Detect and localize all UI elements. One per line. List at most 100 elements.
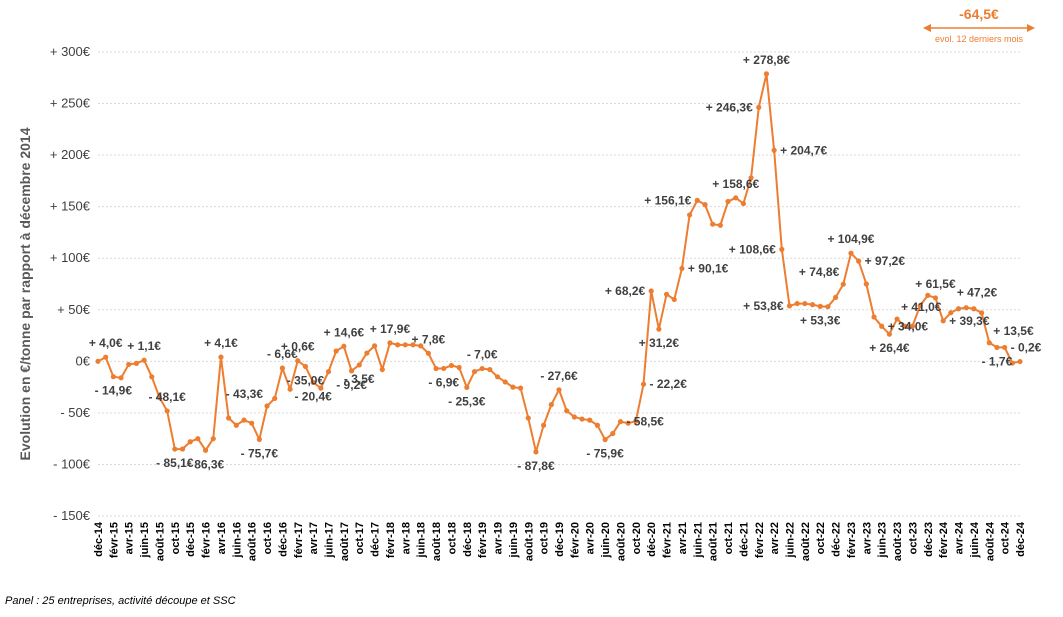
data-point	[210, 436, 216, 442]
x-tick-label: avr-16	[216, 522, 228, 554]
data-label: - 87,8€	[517, 459, 555, 473]
x-tick-label: août-24	[984, 521, 996, 561]
data-label: - 6,9€	[428, 375, 459, 389]
data-label: + 204,7€	[780, 143, 827, 157]
data-point	[840, 281, 846, 287]
data-point	[556, 387, 562, 393]
y-tick-label: + 300€	[50, 44, 91, 59]
data-label: - 1,7€	[982, 354, 1013, 368]
x-tick-label: août-21	[708, 522, 720, 561]
data-point	[179, 446, 186, 452]
y-tick-label: - 100€	[53, 456, 91, 471]
x-tick-label: avr-17	[308, 522, 320, 554]
data-label: + 1,1€	[127, 339, 161, 353]
x-tick-label: déc-16	[277, 522, 289, 557]
x-tick-label: déc-21	[738, 522, 750, 557]
data-label: + 41,0€	[901, 300, 942, 314]
data-point	[948, 310, 954, 316]
y-tick-label: - 50€	[60, 405, 90, 420]
data-point	[994, 344, 1000, 351]
data-point	[379, 366, 385, 373]
x-tick-label: déc-20	[646, 522, 658, 557]
data-point	[986, 340, 992, 346]
data-label: + 246,3€	[706, 100, 753, 114]
y-tick-label: - 150€	[53, 508, 91, 523]
x-tick-label: déc-19	[554, 522, 566, 557]
data-point	[141, 357, 147, 363]
data-point	[187, 439, 193, 445]
data-label: - 3,5€	[344, 372, 375, 386]
data-point	[671, 296, 677, 303]
data-point	[195, 436, 201, 442]
y-tick-label: + 250€	[50, 96, 91, 111]
x-tick-label: juin-24	[969, 521, 981, 558]
data-point	[825, 304, 831, 310]
data-label: + 158,6€	[712, 177, 759, 191]
data-label: - 85,1€	[156, 456, 194, 470]
data-point	[725, 198, 731, 205]
x-tick-label: avr-20	[585, 522, 597, 554]
line-chart: - 150€ - 100€ - 50€ 0€ + 50€ + 100€ + 150€ + 20…	[17, 6, 1042, 561]
data-point	[833, 294, 839, 301]
data-point	[1009, 360, 1015, 366]
data-point	[848, 250, 854, 256]
x-tick-label: avr-22	[769, 522, 781, 554]
data-label: + 61,5€	[915, 277, 956, 291]
data-point	[103, 354, 109, 360]
x-tick-label: avr-24	[954, 521, 966, 554]
data-point	[241, 417, 247, 423]
data-point	[886, 331, 892, 337]
data-point	[510, 384, 516, 390]
data-point	[548, 402, 554, 408]
data-point	[733, 195, 739, 201]
y-tick-label: + 100€	[50, 250, 91, 265]
data-point	[817, 303, 823, 309]
x-tick-label: juin-19	[508, 522, 520, 558]
data-label: - 7,0€	[467, 348, 498, 362]
data-point	[633, 418, 639, 424]
data-point	[464, 384, 470, 391]
data-point	[418, 343, 424, 349]
data-point	[663, 291, 670, 297]
data-point	[717, 222, 723, 228]
x-tick-label: oct-17	[354, 522, 366, 554]
data-point	[925, 292, 931, 298]
data-point	[448, 362, 455, 369]
x-tick-label: déc-23	[923, 522, 935, 557]
x-tick-label: févr-20	[569, 522, 581, 558]
x-tick-label: déc-17	[370, 522, 382, 557]
data-point	[602, 436, 608, 443]
data-point	[525, 415, 531, 421]
data-point	[164, 408, 170, 414]
data-label: + 68,2€	[605, 284, 646, 298]
data-label: + 108,6€	[729, 242, 776, 256]
data-label: - 20,4€	[294, 389, 332, 403]
x-tick-label: juin-21	[692, 522, 704, 558]
data-point	[479, 365, 485, 372]
data-point	[756, 104, 762, 110]
x-tick-label: août-18	[431, 522, 443, 561]
data-label: - 22,2€	[650, 377, 688, 391]
data-point	[425, 350, 431, 356]
data-label: - 75,9€	[586, 447, 624, 461]
data-point	[302, 363, 309, 370]
data-point	[272, 395, 278, 402]
data-point	[594, 422, 601, 428]
data-label: + 26,4€	[869, 341, 910, 355]
data-point	[710, 221, 716, 227]
data-point	[202, 447, 209, 453]
x-tick-label: août-22	[800, 522, 812, 561]
x-tick-label: août-20	[615, 522, 627, 561]
data-point	[333, 348, 339, 354]
data-point	[955, 306, 962, 312]
data-label: + 4,0€	[89, 336, 123, 350]
data-point	[356, 362, 362, 368]
data-point	[909, 323, 916, 329]
data-point	[564, 408, 570, 414]
evol-arrow-head-right	[1027, 24, 1035, 32]
x-tick-label: juin-20	[600, 522, 612, 558]
data-point	[978, 310, 985, 316]
data-point	[402, 342, 408, 348]
footnote: Panel : 25 entreprises, activité découpe…	[5, 595, 236, 607]
x-tick-label: févr-17	[293, 522, 305, 558]
